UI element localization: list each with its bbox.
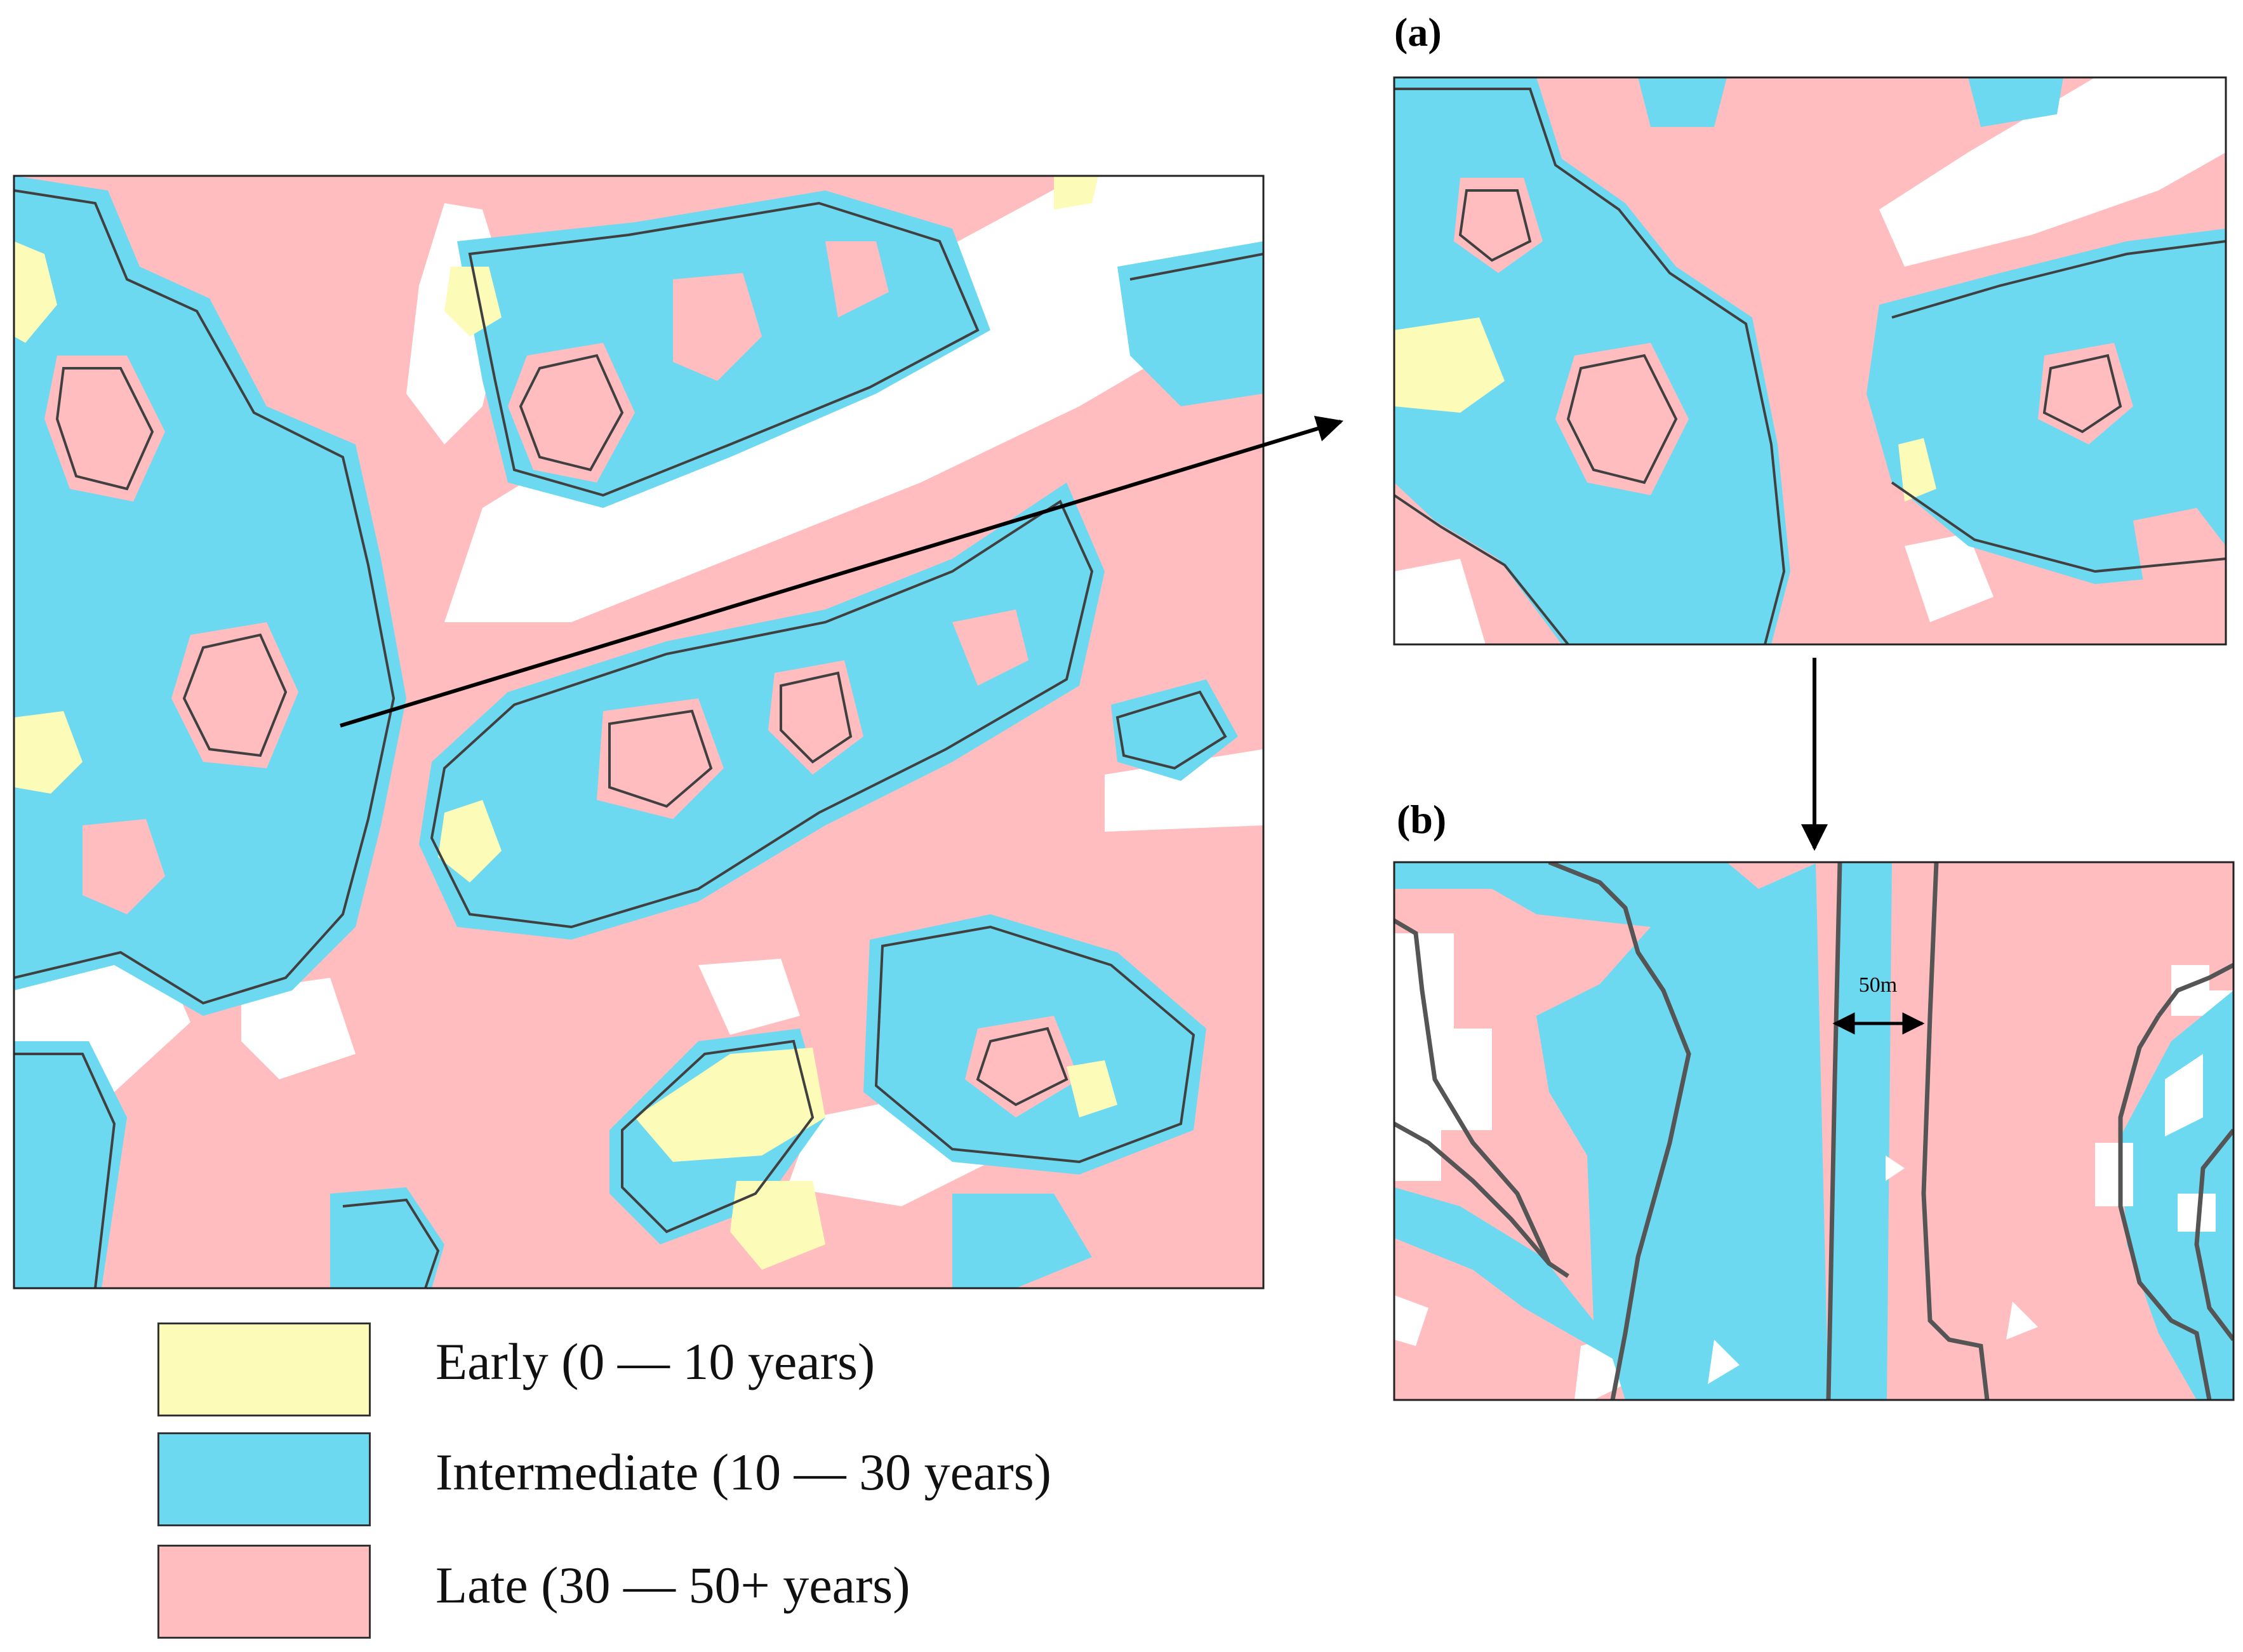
panel-b-map: 50m xyxy=(1393,861,2235,1401)
panel-b-contour-lines xyxy=(1394,862,2233,1400)
legend-swatch-intermediate xyxy=(157,1432,371,1526)
legend-swatch-late xyxy=(157,1545,371,1639)
connector-arrows xyxy=(340,415,1828,851)
panel-b-intermediate-left xyxy=(1394,862,1828,1400)
main-map-contour-lines xyxy=(14,189,1263,1288)
legend-label-early: Early (0 — 10 years) xyxy=(436,1333,875,1390)
legend-swatch-early xyxy=(157,1322,371,1416)
panel-a-map xyxy=(1393,76,2227,646)
legend-label-late: Late (30 — 50+ years) xyxy=(436,1556,910,1614)
panel-b-intermediate-strip xyxy=(1828,862,1892,1400)
main-map-frame xyxy=(13,175,1265,1289)
scale-bar-label: 50m xyxy=(1859,973,1897,997)
main-map xyxy=(13,175,1265,1289)
panel-a-label: (a) xyxy=(1394,10,1442,55)
panel-b-label: (b) xyxy=(1397,797,1447,842)
main-map-early-zones xyxy=(14,176,1117,1270)
panel-b-scale-bar: 50m xyxy=(1832,973,1925,1035)
zoom-arrow-main-to-a xyxy=(340,415,1344,728)
legend-label-intermediate: Intermediate (10 — 30 years) xyxy=(436,1443,1051,1501)
